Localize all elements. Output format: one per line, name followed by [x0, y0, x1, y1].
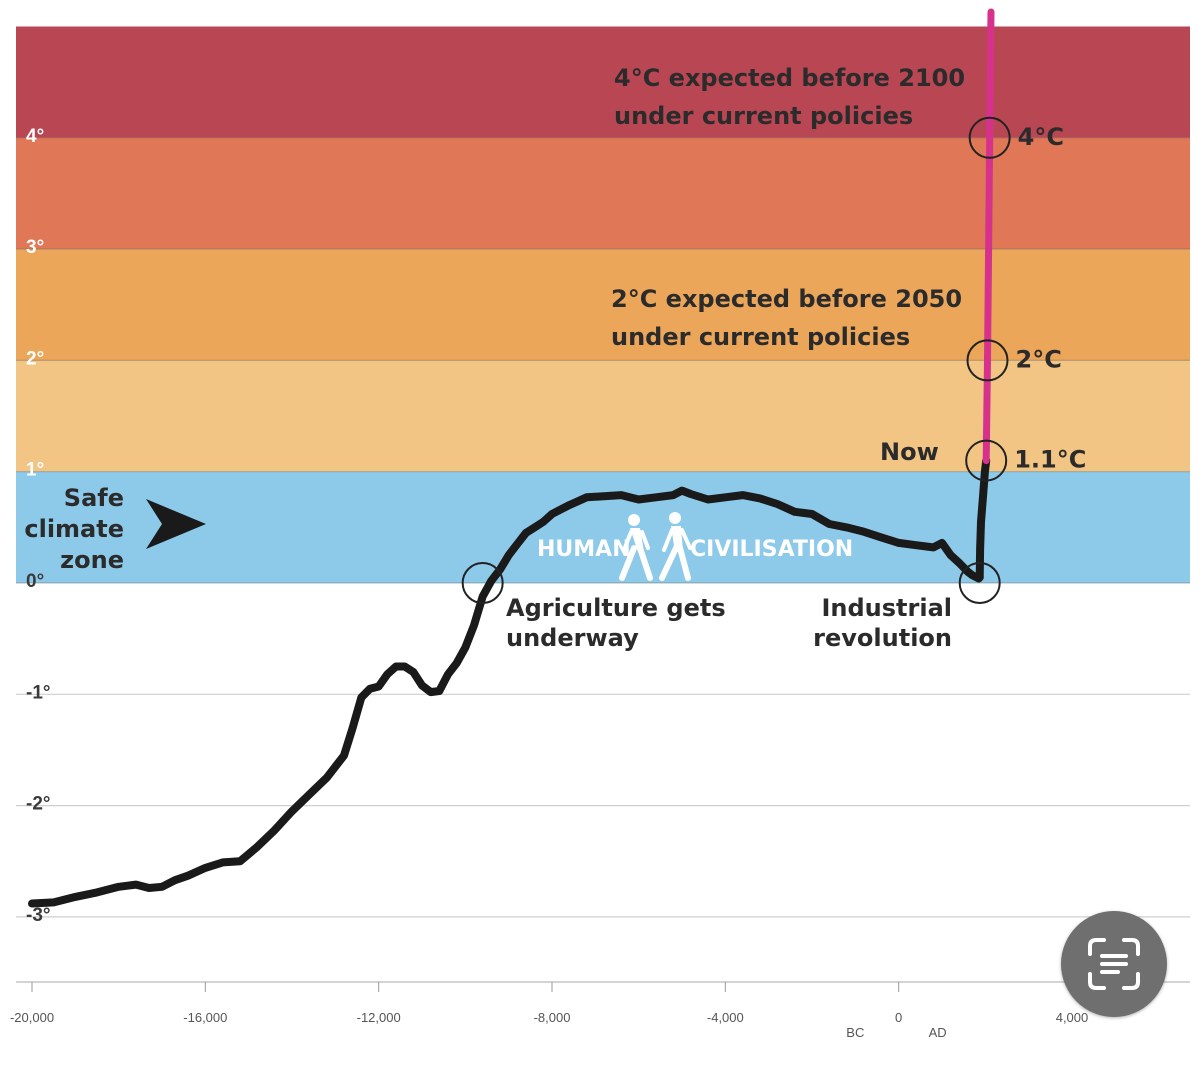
y-tick-label: -3°: [26, 905, 51, 926]
safe-label-line3: zone: [60, 546, 124, 574]
series-line-0: [28, 486, 984, 908]
safe-label-line1: Safe: [64, 484, 124, 512]
y-tick-label: -2°: [26, 794, 51, 815]
x-axis: -20,000 -16,000 -12,000 -8,000 -4,000 0 4,000 B…: [10, 981, 1190, 1040]
milestone-circle: [966, 339, 1009, 382]
industrial-label-line1: Industrial: [821, 594, 952, 622]
band-1: [16, 137, 1190, 250]
milestone-label: 2°C: [1016, 345, 1062, 373]
arrow-right-icon: [146, 499, 206, 549]
band-4: [16, 471, 1190, 583]
agriculture-label: Agriculture gets underway: [506, 594, 726, 652]
safe-climate-zone-label: Safe climate zone: [24, 484, 206, 574]
y-tick-label: 2°: [26, 348, 44, 369]
four-degree-note-line2: under current policies: [614, 102, 913, 130]
agriculture-label-line1: Agriculture gets: [506, 594, 726, 622]
milestone-markers: 1.1°C 2°C 4°C: [461, 116, 1086, 604]
text-scan-icon: [1088, 938, 1140, 990]
era-label: BC: [846, 1025, 864, 1040]
x-tick-label: -20,000: [10, 1010, 54, 1025]
milestone-circle: [461, 562, 504, 604]
safe-label-line2: climate: [24, 515, 124, 543]
walking-person-icon: [619, 514, 653, 581]
industrial-label-line2: revolution: [813, 624, 952, 652]
band-0: [16, 26, 1190, 138]
x-tick-label: -8,000: [534, 1010, 571, 1025]
band-2: [16, 249, 1190, 361]
milestone-circle: [965, 439, 1008, 482]
milestone-circle: [968, 116, 1011, 159]
two-degree-note: 2°C expected before 2050 under current p…: [611, 285, 962, 351]
y-tick-label: -1°: [26, 682, 51, 703]
four-degree-note: 4°C expected before 2100 under current p…: [614, 64, 965, 130]
era-label: AD: [929, 1025, 947, 1040]
milestone-label: 1.1°C: [1014, 446, 1086, 474]
y-tick-label: 4°: [26, 126, 44, 147]
x-tick-label: -12,000: [357, 1010, 401, 1025]
y-tick-label: 1°: [26, 460, 44, 481]
x-tick-label: 4,000: [1056, 1010, 1089, 1025]
y-tick-label: 0°: [26, 571, 44, 592]
human-label: HUMAN: [537, 537, 631, 562]
text-scan-button[interactable]: [1061, 911, 1167, 1017]
four-degree-note-line1: 4°C expected before 2100: [614, 64, 965, 92]
agriculture-label-line2: underway: [506, 624, 639, 652]
industrial-revolution-label: Industrial revolution: [813, 594, 952, 652]
two-degree-note-line2: under current policies: [611, 323, 910, 351]
milestone-label: 4°C: [1018, 123, 1064, 151]
two-degree-note-line1: 2°C expected before 2050: [611, 285, 962, 313]
gridlines: [16, 137, 1190, 918]
milestone-circle: [958, 562, 1001, 604]
walking-person-icon: [659, 512, 692, 581]
x-tick-label: 0: [895, 1010, 902, 1025]
y-tick-label: 3°: [26, 237, 44, 258]
human-civilisation-label: HUMAN CIVILISATION: [537, 512, 853, 581]
x-tick-label: -4,000: [707, 1010, 744, 1025]
now-label: Now: [880, 438, 939, 466]
y-axis-ticks: 4° 3° 2° 1° 0° -1° -2° -3°: [26, 126, 51, 926]
x-tick-label: -16,000: [183, 1010, 227, 1025]
series-line-2: [982, 8, 995, 465]
series-line-1: [975, 456, 991, 582]
series-lines: [28, 8, 995, 908]
civilisation-label: CIVILISATION: [690, 537, 853, 562]
